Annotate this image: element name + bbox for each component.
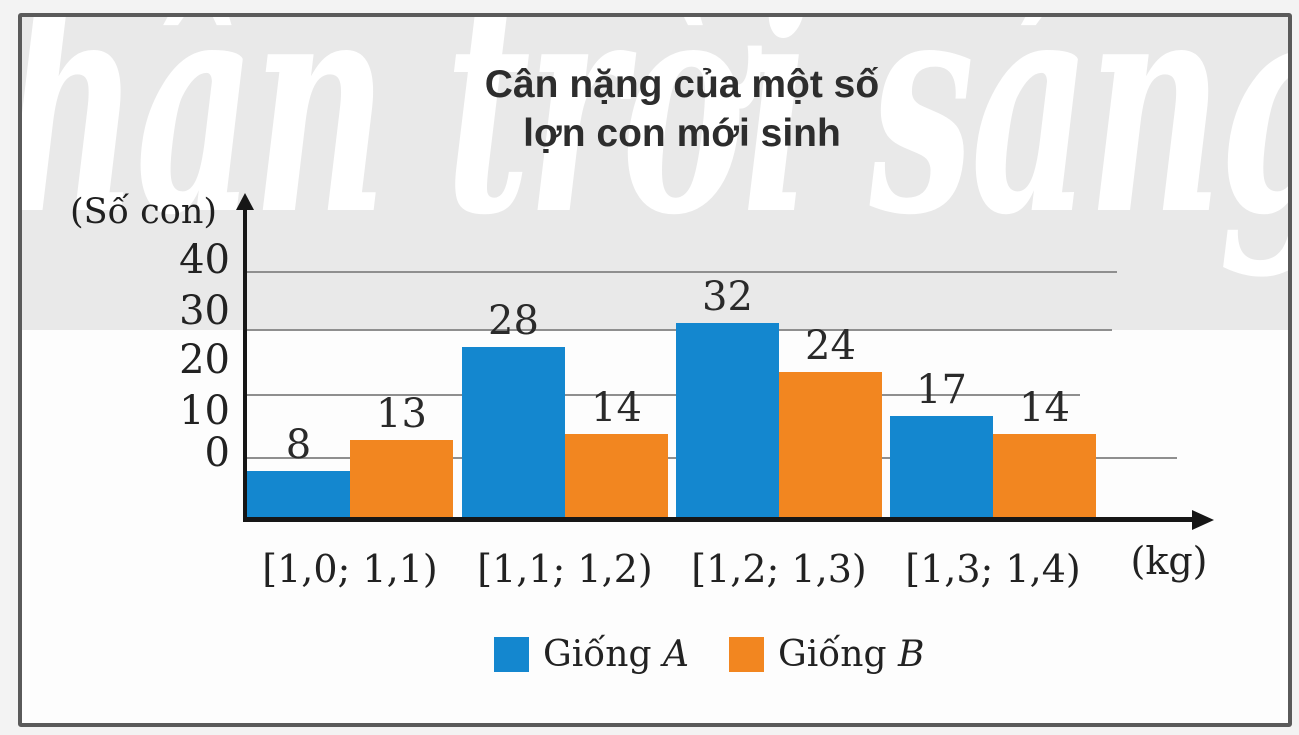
bar-giong-a-0 xyxy=(247,471,350,521)
bar-giong-b-0 xyxy=(350,440,453,521)
x-axis-line xyxy=(243,517,1199,522)
legend-label-giong-b-text: Giống xyxy=(777,633,887,675)
bar-giong-b-3 xyxy=(993,434,1096,521)
bar-giong-b-2 xyxy=(779,372,882,521)
y-axis-arrow-icon xyxy=(236,193,254,210)
watermark-band xyxy=(22,17,1288,330)
y-tick-label-20: 20 xyxy=(179,337,230,383)
bar-value-label-b-1: 14 xyxy=(591,385,642,431)
legend-swatch-giong-a xyxy=(494,636,529,672)
legend-label-giong-b-letter: B xyxy=(897,633,925,675)
bar-value-label-a-3: 17 xyxy=(916,367,967,413)
chart-title: Cân nặng của một số lợn con mới sinh xyxy=(485,60,879,158)
x-category-label-1: [1,1; 1,2) xyxy=(477,547,653,591)
bar-value-label-a-2: 32 xyxy=(702,274,753,320)
x-category-label-0: [1,0; 1,1) xyxy=(262,547,438,591)
x-category-label-3: [1,3; 1,4) xyxy=(905,547,1081,591)
bar-value-label-b-0: 13 xyxy=(376,391,427,437)
legend-label-giong-a-letter: A xyxy=(662,633,689,675)
y-axis-line xyxy=(243,203,247,522)
grid-line-20 xyxy=(245,394,1080,396)
x-axis-arrow-icon xyxy=(1192,510,1214,530)
watermark-clip: hân trời sáng tạ xyxy=(22,17,1288,333)
x-category-label-2: [1,2; 1,3) xyxy=(691,547,867,591)
y-tick-label-0: 0 xyxy=(204,430,230,476)
y-tick-label-30: 30 xyxy=(179,288,230,334)
bar-giong-a-3 xyxy=(890,416,993,521)
chart-title-line-1: Cân nặng của một số xyxy=(484,63,880,106)
bar-value-label-b-2: 24 xyxy=(805,323,856,369)
publisher-watermark: hân trời sáng tạ xyxy=(22,17,1288,281)
bar-value-label-b-3: 14 xyxy=(1019,385,1070,431)
x-axis-unit-label: (kg) xyxy=(1130,539,1208,583)
y-tick-label-40: 40 xyxy=(179,237,230,283)
bar-giong-b-1 xyxy=(565,434,668,521)
bar-giong-a-1 xyxy=(462,347,565,521)
bar-value-label-a-1: 28 xyxy=(488,298,539,344)
y-axis-unit-label: (Số con) xyxy=(70,192,218,232)
legend-swatch-giong-b xyxy=(728,636,764,672)
legend-label-giong-a: Giống A xyxy=(543,634,689,675)
legend-label-giong-a-text: Giống xyxy=(543,633,652,675)
y-tick-label-10: 10 xyxy=(179,388,230,434)
legend-label-giong-b: Giống B xyxy=(778,634,924,675)
bar-value-label-a-0: 8 xyxy=(285,422,312,468)
grid-line-40 xyxy=(245,271,1117,273)
legend: Giống A Giống B xyxy=(494,634,924,675)
chart-title-line-2: lợn con mới sinh xyxy=(523,112,841,155)
bar-giong-a-2 xyxy=(676,323,779,521)
